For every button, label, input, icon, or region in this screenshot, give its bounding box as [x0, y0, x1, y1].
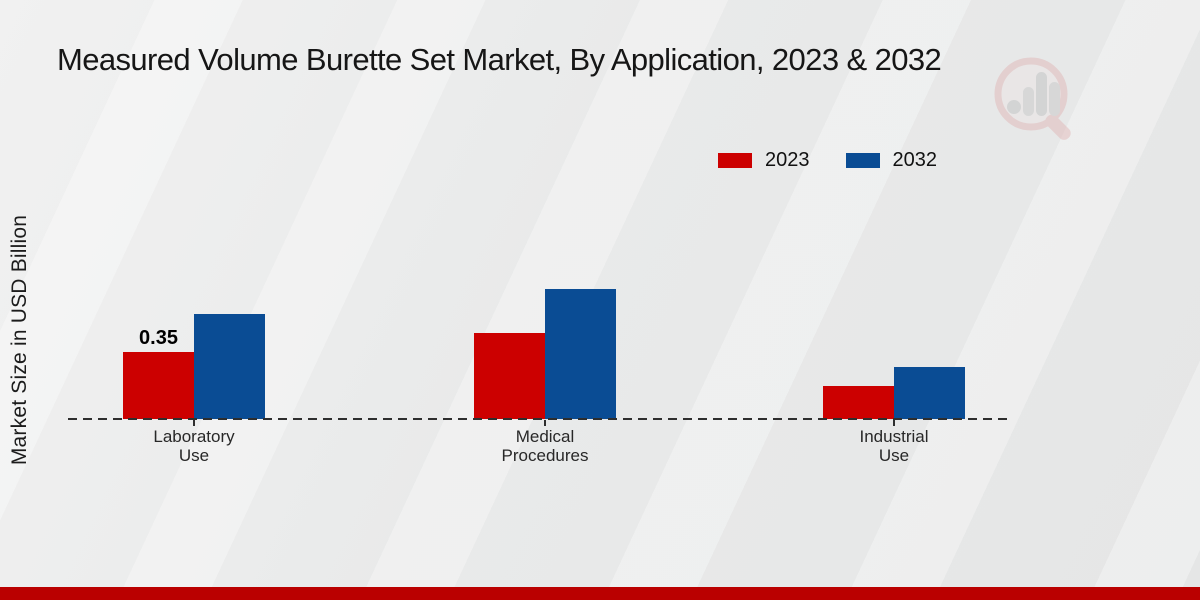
bar-2023-laboratory-use	[123, 352, 194, 419]
legend: 2023 2032	[718, 149, 937, 172]
x-axis-tick	[893, 420, 895, 426]
legend-item-2023: 2023	[718, 149, 810, 172]
bar-value-label: 0.35	[139, 327, 178, 349]
footer-red-band	[0, 587, 1200, 600]
y-axis-label: Market Size in USD Billion	[8, 214, 31, 466]
category-label-medical-procedures: Medical Procedures	[501, 427, 589, 465]
x-axis-dashed-baseline	[68, 418, 1007, 420]
legend-item-2032: 2032	[845, 149, 938, 172]
chart-title: Measured Volume Burette Set Market, By A…	[57, 42, 942, 77]
bar-2032-medical-procedures	[545, 289, 616, 419]
legend-label-2032: 2032	[892, 149, 938, 171]
x-axis-tick	[193, 420, 195, 426]
bar-2032-laboratory-use	[194, 314, 265, 419]
bar-2023-industrial-use	[823, 386, 894, 419]
legend-swatch-2032	[845, 153, 880, 168]
legend-swatch-2023	[718, 153, 752, 168]
category-label-industrial-use: Industrial Use	[859, 427, 929, 465]
legend-label-2023: 2023	[765, 149, 810, 171]
x-axis-tick	[544, 420, 546, 426]
bar-2023-medical-procedures	[474, 333, 545, 419]
bar-2032-industrial-use	[894, 367, 965, 419]
magnifier-bar-chart-logo-icon	[994, 57, 1071, 140]
category-label-laboratory-use: Laboratory Use	[153, 427, 235, 465]
